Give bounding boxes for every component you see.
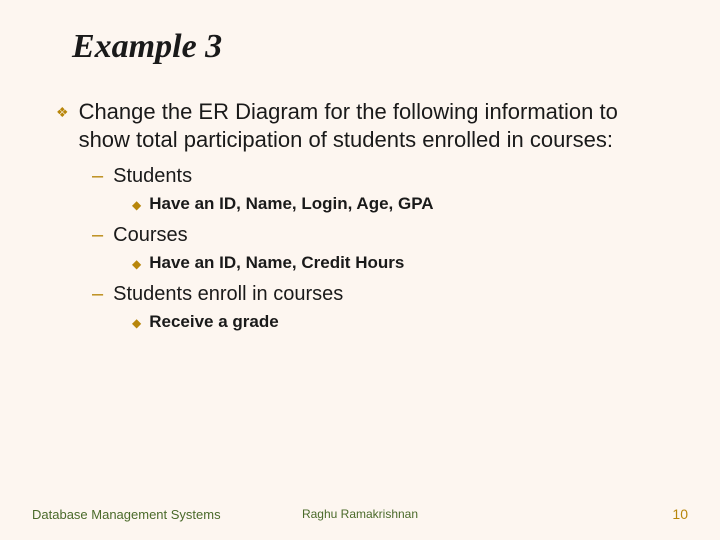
bullet-level2: – Students enroll in courses xyxy=(92,283,672,306)
bullet-level3: ◆ Have an ID, Name, Credit Hours xyxy=(132,253,672,273)
dash-bullet-icon: – xyxy=(92,224,103,247)
dash-bullet-icon: – xyxy=(92,165,103,188)
item-courses-attrs: Have an ID, Name, Credit Hours xyxy=(149,253,404,273)
bullet-level1: ❖ Change the ER Diagram for the followin… xyxy=(56,98,672,153)
slide-title: Example 3 xyxy=(72,28,672,66)
slide-container: Example 3 ❖ Change the ER Diagram for th… xyxy=(0,0,720,540)
item-students: Students xyxy=(113,165,192,188)
bullet-level3: ◆ Receive a grade xyxy=(132,312,672,332)
item-students-attrs: Have an ID, Name, Login, Age, GPA xyxy=(149,194,433,214)
dash-bullet-icon: – xyxy=(92,283,103,306)
footer-left-text: Database Management Systems xyxy=(32,507,221,522)
diamond-bullet-icon: ❖ xyxy=(56,104,69,121)
footer-center-text: Raghu Ramakrishnan xyxy=(302,507,418,521)
bullet-level2: – Courses xyxy=(92,224,672,247)
small-diamond-bullet-icon: ◆ xyxy=(132,257,141,271)
item-courses: Courses xyxy=(113,224,187,247)
item-enroll: Students enroll in courses xyxy=(113,283,343,306)
item-enroll-grade: Receive a grade xyxy=(149,312,278,332)
small-diamond-bullet-icon: ◆ xyxy=(132,316,141,330)
bullet-level3: ◆ Have an ID, Name, Login, Age, GPA xyxy=(132,194,672,214)
bullet-level2: – Students xyxy=(92,165,672,188)
main-paragraph: Change the ER Diagram for the following … xyxy=(79,98,672,153)
page-number: 10 xyxy=(672,506,688,522)
slide-footer: Database Management Systems Raghu Ramakr… xyxy=(0,506,720,522)
small-diamond-bullet-icon: ◆ xyxy=(132,198,141,212)
